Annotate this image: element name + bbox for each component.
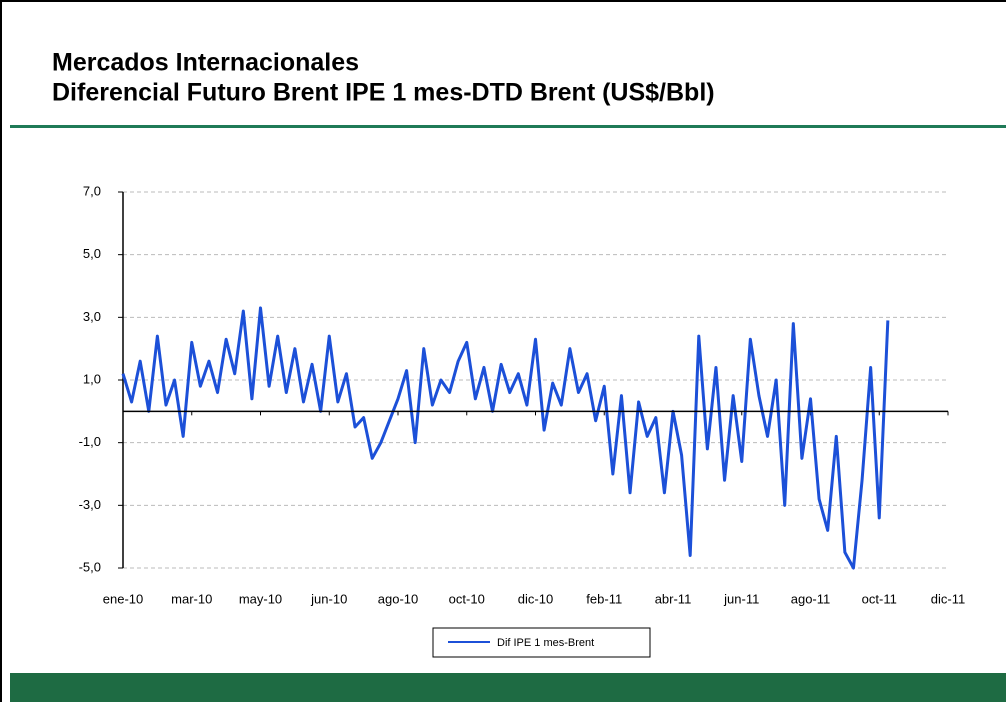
x-tick-label: abr-11: [655, 591, 692, 606]
x-tick-label: jun-10: [310, 591, 347, 606]
legend-label: Dif IPE 1 mes-Brent: [497, 637, 594, 649]
x-tick-label: jun-11: [723, 591, 759, 606]
x-tick-label: ene-10: [103, 591, 143, 606]
data-line: [121, 306, 890, 570]
y-tick-label: -1,0: [79, 434, 101, 449]
y-tick-label: -3,0: [79, 497, 101, 512]
x-tick-label: ago-11: [791, 591, 831, 606]
footer-bar: [10, 673, 1006, 702]
x-tick-label: may-10: [239, 591, 282, 606]
x-tick-label: oct-11: [862, 591, 897, 606]
x-tick-label: oct-10: [449, 591, 485, 606]
chart: -5,0 -3,0 -1,0 1,0 3,0 5,0 7,0 ene-10 mar-10 may-…: [79, 183, 965, 658]
y-tick-label: 3,0: [83, 309, 101, 324]
y-tick-label: 5,0: [83, 246, 101, 261]
y-tick-label: 1,0: [83, 371, 101, 386]
title-line: Diferencial Futuro Brent IPE 1 mes-DTD B…: [52, 79, 715, 107]
x-tick-label: dic-11: [931, 591, 965, 606]
x-tick-label: mar-10: [171, 591, 212, 606]
x-tick-label: ago-10: [378, 591, 418, 606]
title-line: Mercados Internacionales: [52, 49, 359, 77]
y-tick-label: -5,0: [79, 559, 101, 574]
x-tick-label: dic-10: [518, 591, 553, 606]
y-tick-label: 7,0: [83, 183, 101, 198]
x-tick-label: feb-11: [586, 591, 622, 606]
title-rule: [10, 125, 1006, 128]
